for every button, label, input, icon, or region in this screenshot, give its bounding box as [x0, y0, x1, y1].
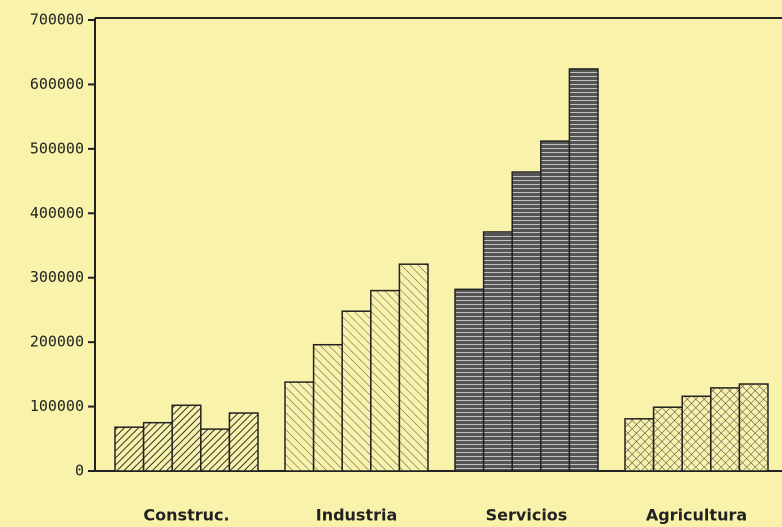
x-tick-label: Construc.: [143, 506, 229, 525]
bar: [681, 395, 712, 472]
x-tick-label: Agricultura: [646, 506, 747, 525]
y-tick-label: 500000: [30, 139, 84, 157]
x-tick-label: Servicios: [486, 506, 568, 525]
bar: [312, 343, 343, 472]
y-tick-label: 700000: [30, 11, 84, 29]
bar: [228, 412, 259, 472]
bar: [568, 68, 599, 472]
bar: [398, 263, 429, 472]
y-tick-label: 600000: [30, 75, 84, 93]
bar: [171, 404, 202, 472]
bar: [370, 289, 401, 472]
y-tick-label: 100000: [30, 397, 84, 415]
bar: [738, 383, 769, 472]
bar: [284, 381, 315, 472]
bar: [710, 387, 741, 472]
bar: [624, 418, 655, 472]
bar: [652, 406, 683, 472]
bar: [454, 288, 485, 472]
bar: [114, 426, 145, 472]
bar: [482, 231, 513, 472]
bar: [540, 140, 571, 472]
y-tick-label: 400000: [30, 204, 84, 222]
bar: [341, 310, 372, 472]
y-tick-label: 200000: [30, 333, 84, 351]
bar: [200, 428, 231, 472]
bar: [511, 171, 542, 472]
bar: [142, 421, 173, 472]
y-tick-label: 300000: [30, 268, 84, 286]
x-tick-label: Industria: [316, 506, 398, 525]
y-tick-label: 0: [75, 462, 84, 480]
